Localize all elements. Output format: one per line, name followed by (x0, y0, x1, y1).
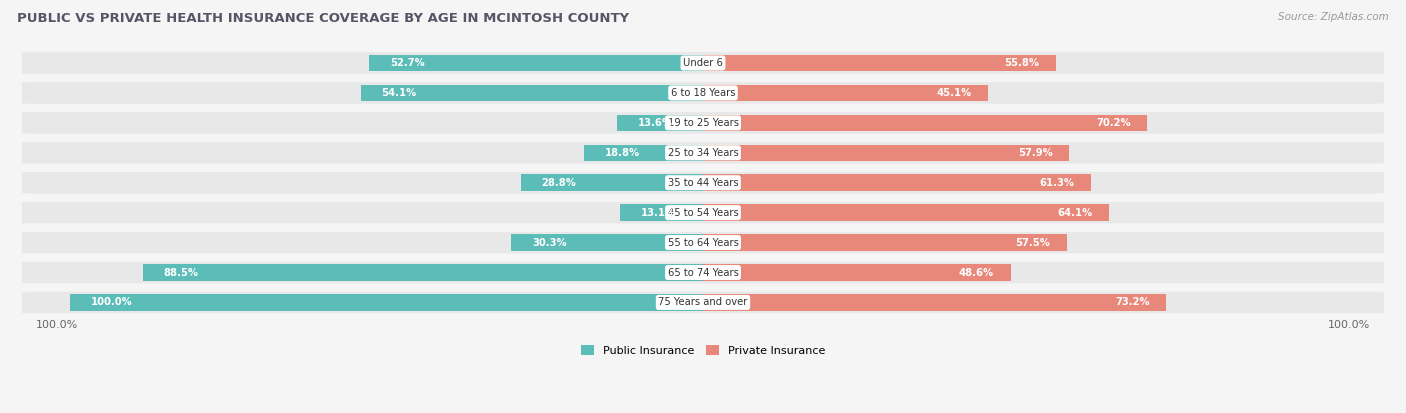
Text: 100.0%: 100.0% (90, 297, 132, 307)
Bar (143, 264, 703, 281)
Bar (703, 264, 1011, 281)
Text: 48.6%: 48.6% (959, 268, 994, 278)
Text: 55.8%: 55.8% (1005, 58, 1039, 68)
Bar (583, 145, 703, 161)
Bar (703, 294, 1167, 311)
FancyBboxPatch shape (22, 292, 1384, 313)
Text: 75 Years and over: 75 Years and over (658, 297, 748, 307)
FancyBboxPatch shape (22, 172, 1384, 194)
Bar (512, 234, 703, 251)
Text: 100.0%: 100.0% (35, 320, 77, 330)
Text: 54.1%: 54.1% (381, 88, 416, 98)
FancyBboxPatch shape (22, 262, 1384, 283)
Text: 13.6%: 13.6% (637, 118, 672, 128)
Text: 55 to 64 Years: 55 to 64 Years (668, 237, 738, 247)
Text: 30.3%: 30.3% (531, 237, 567, 247)
Text: PUBLIC VS PRIVATE HEALTH INSURANCE COVERAGE BY AGE IN MCINTOSH COUNTY: PUBLIC VS PRIVATE HEALTH INSURANCE COVER… (17, 12, 628, 25)
Text: 45.1%: 45.1% (936, 88, 972, 98)
FancyBboxPatch shape (22, 112, 1384, 134)
Text: 13.1%: 13.1% (641, 208, 676, 218)
Text: 100.0%: 100.0% (1329, 320, 1371, 330)
Bar (70, 294, 703, 311)
FancyBboxPatch shape (22, 202, 1384, 223)
Text: 65 to 74 Years: 65 to 74 Years (668, 268, 738, 278)
Bar (703, 55, 1056, 71)
Text: 35 to 44 Years: 35 to 44 Years (668, 178, 738, 188)
FancyBboxPatch shape (22, 142, 1384, 164)
Text: Source: ZipAtlas.com: Source: ZipAtlas.com (1278, 12, 1389, 22)
Text: 64.1%: 64.1% (1057, 208, 1092, 218)
Bar (703, 145, 1070, 161)
Bar (360, 85, 703, 101)
Legend: Public Insurance, Private Insurance: Public Insurance, Private Insurance (576, 341, 830, 360)
Bar (703, 204, 1109, 221)
Bar (703, 174, 1091, 191)
Text: 19 to 25 Years: 19 to 25 Years (668, 118, 738, 128)
Text: 18.8%: 18.8% (605, 148, 640, 158)
Bar (520, 174, 703, 191)
Bar (620, 204, 703, 221)
Text: 57.9%: 57.9% (1018, 148, 1053, 158)
Text: 45 to 54 Years: 45 to 54 Years (668, 208, 738, 218)
Text: 6 to 18 Years: 6 to 18 Years (671, 88, 735, 98)
Text: 73.2%: 73.2% (1115, 297, 1150, 307)
Bar (703, 234, 1067, 251)
Text: 52.7%: 52.7% (389, 58, 425, 68)
Text: 25 to 34 Years: 25 to 34 Years (668, 148, 738, 158)
Text: 61.3%: 61.3% (1039, 178, 1074, 188)
FancyBboxPatch shape (22, 82, 1384, 104)
Text: 57.5%: 57.5% (1015, 237, 1050, 247)
Bar (703, 115, 1147, 131)
Text: 70.2%: 70.2% (1097, 118, 1130, 128)
FancyBboxPatch shape (22, 232, 1384, 253)
Text: Under 6: Under 6 (683, 58, 723, 68)
FancyBboxPatch shape (22, 52, 1384, 74)
Text: 28.8%: 28.8% (541, 178, 576, 188)
Bar (370, 55, 703, 71)
Bar (617, 115, 703, 131)
Text: 88.5%: 88.5% (163, 268, 198, 278)
Bar (703, 85, 988, 101)
